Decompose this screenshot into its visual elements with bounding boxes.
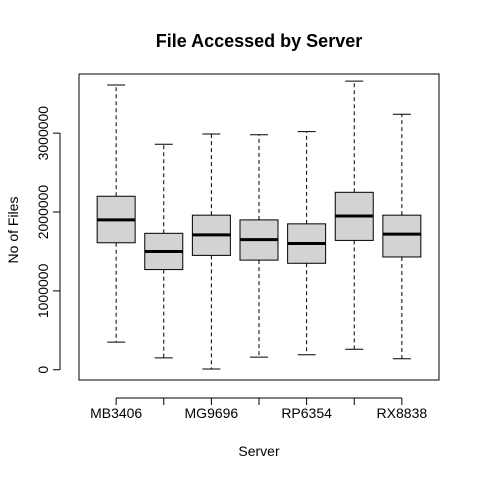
box-1 (96, 84, 136, 343)
iqr-box (382, 214, 422, 258)
x-tick-label: RX8838 (377, 405, 428, 421)
x-axis-label: Server (238, 443, 280, 459)
y-tick-label: 0 (35, 366, 51, 374)
y-tick-label: 1000000 (35, 263, 51, 318)
box-5 (287, 131, 327, 356)
x-tick-label: MG9696 (185, 405, 239, 421)
box-7 (382, 113, 422, 360)
chart-title: File Accessed by Server (156, 31, 362, 51)
x-axis: MB3406 MG9696 RP6354 RX8838 (90, 397, 428, 421)
y-tick-label: 3000000 (35, 106, 51, 161)
box-4 (239, 134, 279, 358)
box-3 (191, 133, 231, 370)
boxes-group (96, 80, 422, 370)
x-tick-label: MB3406 (90, 405, 142, 421)
box-6 (334, 80, 374, 350)
y-axis-label: No of Files (5, 197, 21, 264)
x-tick-label: RP6354 (281, 405, 332, 421)
plot-frame (78, 73, 440, 381)
y-axis: 0 1000000 2000000 3000000 (35, 106, 61, 374)
y-tick-label: 2000000 (35, 185, 51, 240)
box-2 (144, 143, 184, 359)
